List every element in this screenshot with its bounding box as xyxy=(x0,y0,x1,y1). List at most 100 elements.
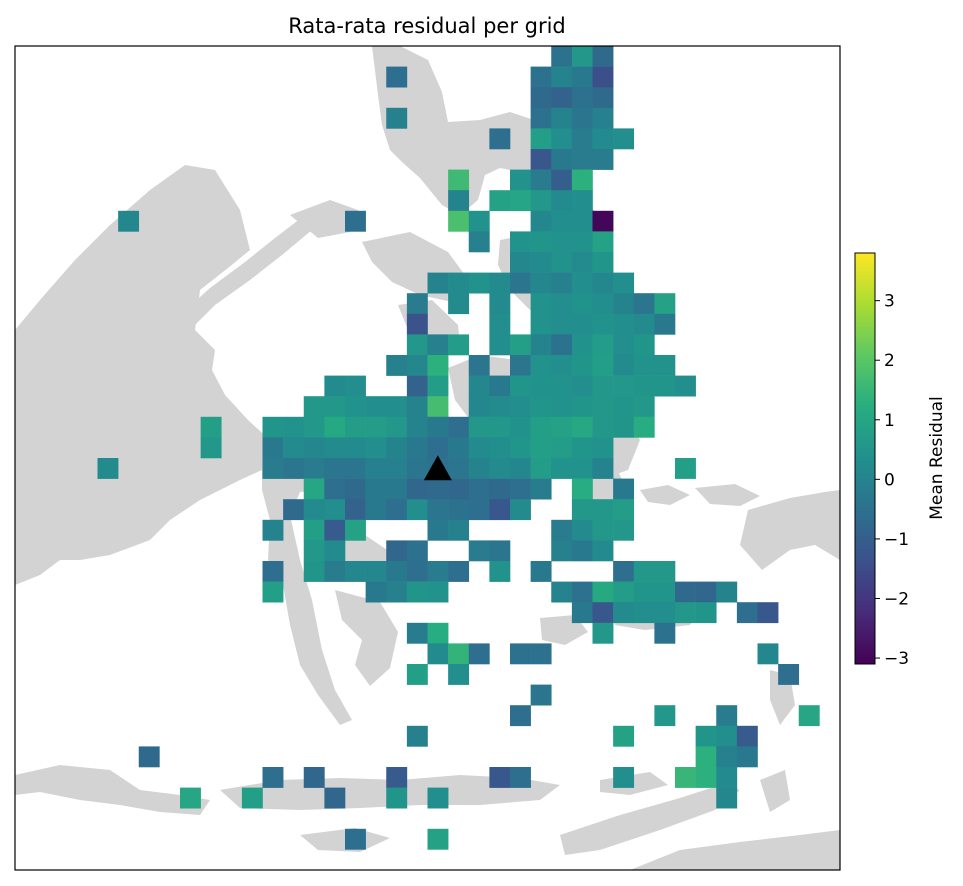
grid-cell xyxy=(510,169,531,191)
grid-cell xyxy=(551,334,573,356)
grid-cell xyxy=(386,66,408,88)
grid-cell xyxy=(654,293,676,315)
grid-cell xyxy=(468,458,490,479)
grid-cell xyxy=(716,787,738,809)
grid-cell xyxy=(386,458,408,479)
grid-cell xyxy=(530,313,552,335)
grid-cell xyxy=(303,499,325,521)
grid-cell xyxy=(571,169,593,191)
land-tanimbar xyxy=(760,770,790,812)
grid-cell xyxy=(303,540,325,562)
grid-cell xyxy=(406,375,428,397)
grid-cell xyxy=(345,519,366,541)
grid-cell xyxy=(427,416,449,438)
grid-cell xyxy=(262,437,284,459)
colorbar: 3 2 1 0 −1 −2 −3 Mean Residual xyxy=(854,252,947,669)
grid-cell xyxy=(592,313,614,335)
grid-cell xyxy=(530,437,552,459)
grid-cell xyxy=(365,478,387,500)
colorbar-tick-label: −1 xyxy=(884,530,909,550)
grid-cell xyxy=(592,293,614,315)
grid-cell xyxy=(571,272,593,294)
grid-cell xyxy=(489,375,511,397)
grid-cell xyxy=(386,437,408,459)
grid-cell xyxy=(427,355,449,376)
grid-cell xyxy=(406,581,428,603)
grid-cell xyxy=(592,602,614,624)
grid-cell xyxy=(345,416,366,438)
grid-cell xyxy=(427,622,449,644)
grid-cell xyxy=(489,190,511,212)
grid-cell xyxy=(571,416,593,438)
grid-cell xyxy=(406,499,428,521)
grid-cell xyxy=(510,396,531,418)
grid-cell xyxy=(695,746,717,768)
grid-cell xyxy=(365,499,387,521)
grid-cell xyxy=(365,437,387,459)
grid-cell xyxy=(551,210,573,232)
grid-cell xyxy=(406,355,428,376)
grid-cell xyxy=(736,746,758,768)
grid-cell xyxy=(695,581,717,603)
grid-cell xyxy=(386,478,408,500)
grid-cell xyxy=(303,458,325,479)
grid-cell xyxy=(489,499,511,521)
grid-cell xyxy=(448,519,470,541)
grid-cell xyxy=(448,664,470,685)
grid-cell xyxy=(571,210,593,232)
grid-cell xyxy=(489,293,511,315)
grid-cell xyxy=(448,416,470,438)
grid-cell xyxy=(406,478,428,500)
grid-cell xyxy=(716,767,738,788)
grid-cell xyxy=(489,272,511,294)
grid-cell xyxy=(530,169,552,191)
grid-cell xyxy=(571,499,593,521)
grid-cell xyxy=(551,87,573,109)
grid-cell xyxy=(427,396,449,418)
grid-cell xyxy=(613,293,635,315)
grid-cell xyxy=(448,210,470,232)
grid-cell xyxy=(592,87,614,109)
grid-cell xyxy=(654,581,676,603)
grid-cell xyxy=(757,643,779,665)
grid-cell xyxy=(592,107,614,129)
grid-cell xyxy=(324,478,346,500)
grid-cell xyxy=(530,107,552,129)
grid-cell xyxy=(468,478,490,500)
grid-cell xyxy=(324,540,346,562)
grid-cell xyxy=(510,643,531,665)
grid-cell xyxy=(571,458,593,479)
grid-cell xyxy=(633,416,655,438)
grid-cell xyxy=(406,561,428,582)
grid-cell xyxy=(200,437,222,459)
grid-cell xyxy=(613,581,635,603)
grid-cell xyxy=(510,231,531,253)
grid-cell xyxy=(427,375,449,397)
grid-cell xyxy=(592,149,614,170)
grid-cell xyxy=(448,190,470,212)
grid-cell xyxy=(510,252,531,273)
grid-cell xyxy=(571,128,593,150)
grid-cell xyxy=(386,355,408,376)
grid-cell xyxy=(406,293,428,315)
land-halmahera-islets xyxy=(640,485,690,505)
colorbar-tick-label: 0 xyxy=(884,470,895,490)
grid-cell xyxy=(530,210,552,232)
grid-cell xyxy=(386,416,408,438)
grid-cell xyxy=(262,416,284,438)
grid-cell xyxy=(324,416,346,438)
grid-cell xyxy=(468,396,490,418)
grid-cell xyxy=(530,149,552,170)
grid-cell xyxy=(571,581,593,603)
grid-cell xyxy=(613,313,635,335)
grid-cell xyxy=(345,375,366,397)
grid-cell xyxy=(613,561,635,582)
grid-cell xyxy=(592,355,614,376)
grid-cell xyxy=(345,561,366,582)
grid-cell xyxy=(613,396,635,418)
grid-cell xyxy=(613,375,635,397)
grid-cell xyxy=(571,231,593,253)
map-frame xyxy=(14,45,841,871)
grid-cell xyxy=(448,169,470,191)
